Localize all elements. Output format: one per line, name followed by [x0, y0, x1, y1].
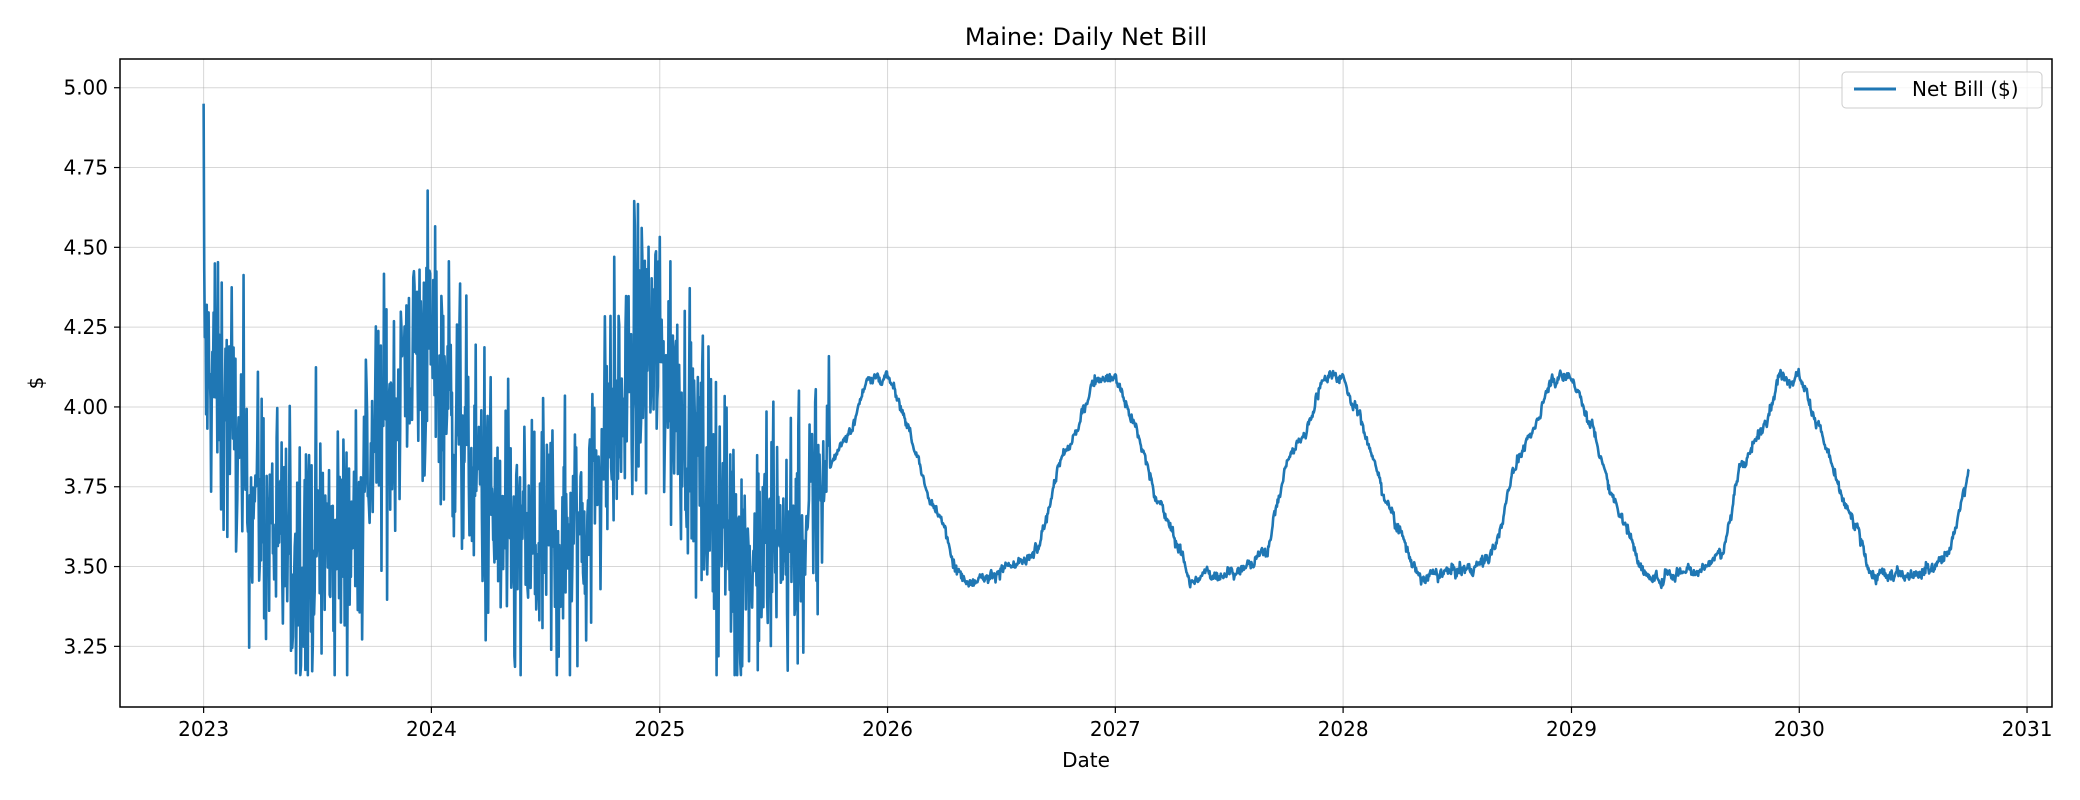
y-tick-label: 5.00 [63, 76, 108, 100]
series-line-net-bill [202, 103, 1970, 677]
chart-title: Maine: Daily Net Bill [965, 23, 1207, 51]
x-tick-label: 2024 [406, 717, 457, 741]
x-axis-title: Date [1062, 748, 1110, 772]
y-axis-title: $ [24, 377, 48, 390]
x-tick-label: 2030 [1774, 717, 1825, 741]
legend: Net Bill ($) [1841, 71, 2043, 109]
x-tick-label: 2029 [1546, 717, 1597, 741]
x-tick-label: 2025 [634, 717, 685, 741]
plot-frame [119, 58, 2053, 708]
legend-label: Net Bill ($) [1912, 77, 2019, 101]
y-tick-label: 3.50 [63, 555, 108, 579]
x-tick-label: 2028 [1318, 717, 1369, 741]
y-tick-label: 4.25 [63, 315, 108, 339]
x-tick-label: 2027 [1090, 717, 1141, 741]
y-tick-label: 4.00 [63, 395, 108, 419]
series-layer [202, 103, 1970, 677]
y-tick-label: 3.25 [63, 634, 108, 658]
x-tick-label: 2023 [178, 717, 229, 741]
legend-box [1841, 71, 2043, 109]
x-axis: 2023 2024 2025 2026 2027 2028 2029 2030 2031 [178, 707, 2052, 741]
y-axis: 3.25 3.50 3.75 4.00 4.25 4.50 4.75 5.00 [63, 76, 120, 658]
y-tick-label: 3.75 [63, 475, 108, 499]
x-tick-label: 2026 [862, 717, 913, 741]
x-tick-label: 2031 [2002, 717, 2053, 741]
y-tick-label: 4.50 [63, 235, 108, 259]
y-tick-label: 4.75 [63, 156, 108, 180]
